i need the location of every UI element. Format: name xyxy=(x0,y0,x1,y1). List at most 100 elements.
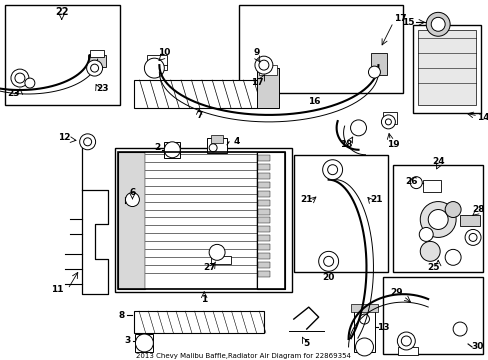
Circle shape xyxy=(401,336,410,346)
Circle shape xyxy=(135,334,153,352)
Circle shape xyxy=(25,78,35,88)
Text: 16: 16 xyxy=(308,98,320,107)
Circle shape xyxy=(368,66,380,78)
Circle shape xyxy=(452,322,466,336)
Circle shape xyxy=(209,144,217,152)
Text: 7: 7 xyxy=(196,111,202,120)
Bar xyxy=(423,180,440,192)
Bar xyxy=(256,152,284,289)
Text: 6: 6 xyxy=(129,188,135,197)
Bar xyxy=(211,135,223,143)
Text: 2: 2 xyxy=(154,143,160,152)
Bar xyxy=(398,347,417,355)
Bar xyxy=(239,5,403,93)
Text: 17: 17 xyxy=(250,77,263,86)
Bar xyxy=(135,334,153,352)
Text: 19: 19 xyxy=(386,140,399,149)
Text: 23: 23 xyxy=(8,89,20,98)
Circle shape xyxy=(419,242,439,261)
Text: 12: 12 xyxy=(59,133,71,142)
Bar xyxy=(459,215,479,226)
Bar xyxy=(257,226,269,233)
Text: 24: 24 xyxy=(431,157,444,166)
Circle shape xyxy=(83,138,91,146)
Bar xyxy=(383,112,397,124)
Bar xyxy=(257,262,269,268)
Bar xyxy=(117,152,284,289)
Circle shape xyxy=(464,229,480,246)
Bar xyxy=(211,256,230,264)
Text: 10: 10 xyxy=(158,48,170,57)
Circle shape xyxy=(327,165,337,175)
Bar xyxy=(392,165,482,272)
Bar xyxy=(257,271,269,277)
Text: 13: 13 xyxy=(376,323,389,332)
Text: 30: 30 xyxy=(471,342,483,351)
Bar xyxy=(89,50,103,57)
Bar xyxy=(257,244,269,250)
Circle shape xyxy=(350,120,366,136)
Text: 9: 9 xyxy=(253,48,260,57)
Text: 8: 8 xyxy=(118,311,124,320)
Bar xyxy=(117,152,145,289)
Bar xyxy=(257,208,269,215)
Circle shape xyxy=(397,332,414,350)
Text: 21: 21 xyxy=(300,195,312,204)
Bar xyxy=(145,152,256,289)
Circle shape xyxy=(80,134,96,150)
Bar xyxy=(5,5,119,105)
Text: 15: 15 xyxy=(401,18,414,27)
Bar xyxy=(257,217,269,224)
Text: 3: 3 xyxy=(124,337,130,346)
Bar xyxy=(147,55,167,70)
Text: 27: 27 xyxy=(203,263,215,272)
Text: 18: 18 xyxy=(340,140,352,149)
Circle shape xyxy=(164,142,180,158)
Circle shape xyxy=(11,69,29,87)
Bar xyxy=(134,80,259,108)
Circle shape xyxy=(359,314,369,324)
Bar xyxy=(164,142,180,158)
Bar xyxy=(412,25,480,113)
Bar xyxy=(257,173,269,179)
Bar xyxy=(259,65,276,75)
Text: 2013 Chevy Malibu Baffle,Radiator Air Diagram for 22869354: 2013 Chevy Malibu Baffle,Radiator Air Di… xyxy=(136,353,350,359)
Text: 11: 11 xyxy=(51,285,64,294)
Circle shape xyxy=(419,202,455,237)
Circle shape xyxy=(427,210,447,229)
Circle shape xyxy=(323,256,333,266)
Circle shape xyxy=(254,56,272,74)
Text: 5: 5 xyxy=(303,339,309,348)
Text: 22: 22 xyxy=(55,7,68,17)
Text: 17: 17 xyxy=(393,14,406,23)
Bar xyxy=(257,182,269,188)
Bar xyxy=(417,30,475,105)
Circle shape xyxy=(209,244,224,260)
Text: 14: 14 xyxy=(476,113,488,122)
Bar xyxy=(256,68,278,108)
Bar xyxy=(293,155,387,272)
Bar xyxy=(114,148,291,292)
Circle shape xyxy=(426,12,449,36)
Text: 26: 26 xyxy=(404,177,417,186)
Bar xyxy=(257,235,269,242)
Circle shape xyxy=(15,73,25,83)
Text: 1: 1 xyxy=(201,295,207,304)
Circle shape xyxy=(318,251,338,271)
Circle shape xyxy=(355,338,373,356)
Circle shape xyxy=(259,60,268,70)
Bar xyxy=(257,164,269,170)
Bar xyxy=(257,253,269,259)
Text: 4: 4 xyxy=(233,137,240,146)
Circle shape xyxy=(418,228,432,242)
Circle shape xyxy=(409,177,422,189)
Text: 25: 25 xyxy=(426,263,439,272)
Text: 28: 28 xyxy=(471,205,483,214)
Text: 21: 21 xyxy=(369,195,382,204)
Circle shape xyxy=(322,160,342,180)
Bar xyxy=(257,155,269,161)
Circle shape xyxy=(444,202,460,217)
Circle shape xyxy=(86,60,102,76)
Bar xyxy=(134,311,264,333)
Circle shape xyxy=(468,233,476,242)
